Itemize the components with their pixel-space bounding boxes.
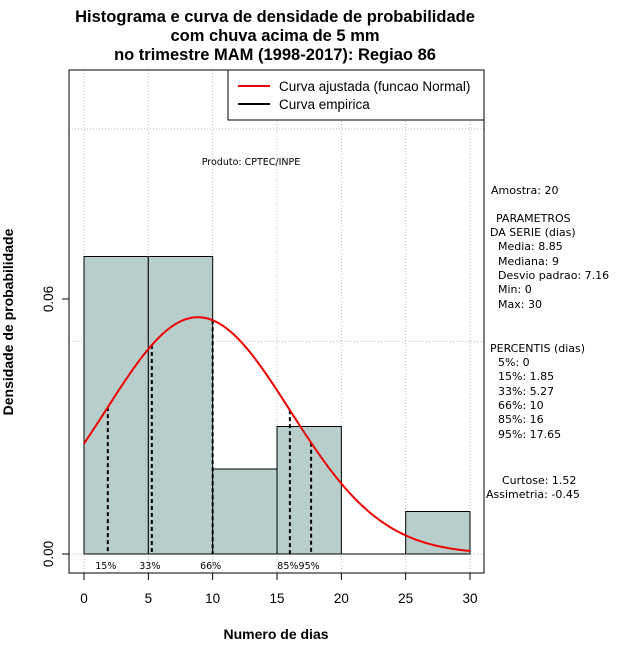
chart-title-line-3: no trimestre MAM (1998-2017): Regiao 86 bbox=[114, 46, 436, 64]
percentile-label-15: 15% bbox=[95, 561, 116, 572]
x-tick-label: 30 bbox=[462, 591, 477, 606]
pct-5: 5%: 0 bbox=[498, 356, 530, 369]
chart-title-line-1: Histograma e curva de densidade de proba… bbox=[75, 8, 475, 26]
histogram-bars bbox=[83, 256, 471, 555]
stat-media: Media: 8.85 bbox=[498, 240, 563, 253]
y-tick-label: 0.00 bbox=[41, 541, 56, 567]
stat-mediana: Mediana: 9 bbox=[498, 255, 559, 268]
percentile-lines bbox=[106, 320, 313, 554]
percentile-label-85: 85% bbox=[277, 561, 298, 572]
pct-66: 66%: 10 bbox=[498, 399, 544, 412]
sample-size: Amostra: 20 bbox=[491, 184, 558, 197]
histogram-bar bbox=[405, 511, 471, 555]
params-title-2: DA SERIE (dias) bbox=[490, 226, 576, 239]
histogram-bar bbox=[212, 468, 278, 555]
x-axis: 0 5 10 15 20 25 30 bbox=[80, 572, 478, 606]
y-tick-label: 0.06 bbox=[41, 286, 56, 312]
chart-title-line-2: com chuva acima de 5 mm bbox=[170, 27, 379, 45]
histogram-bar bbox=[147, 256, 214, 555]
x-tick-label: 10 bbox=[205, 591, 220, 606]
legend-label-fit: Curva ajustada (funcao Normal) bbox=[279, 79, 470, 94]
stat-desvio: Desvio padrao: 7.16 bbox=[498, 269, 609, 282]
pct-33: 33%: 5.27 bbox=[498, 385, 554, 398]
x-tick-label: 20 bbox=[334, 591, 349, 606]
x-tick-label: 5 bbox=[145, 591, 153, 606]
stat-assimetria: Assimetria: -0.45 bbox=[486, 488, 580, 501]
stat-min: Min: 0 bbox=[498, 283, 532, 296]
legend-label-empirical: Curva empirica bbox=[279, 97, 370, 112]
legend-box bbox=[227, 69, 485, 121]
percentile-label-95: 95% bbox=[299, 561, 320, 572]
x-tick-label: 25 bbox=[398, 591, 413, 606]
percentile-label-33: 33% bbox=[139, 561, 160, 572]
x-axis-label: Numero de dias bbox=[223, 626, 328, 642]
percentile-label-66: 66% bbox=[200, 561, 221, 572]
y-axis-label: Densidade de probabilidade bbox=[0, 228, 16, 415]
histogram-bar bbox=[83, 256, 149, 555]
pct-15: 15%: 1.85 bbox=[498, 370, 554, 383]
y-axis: 0.00 0.06 bbox=[41, 286, 70, 567]
stat-max: Max: 30 bbox=[498, 298, 542, 311]
legend: Curva ajustada (funcao Normal) Curva emp… bbox=[227, 69, 485, 121]
pct-95: 95%: 17.65 bbox=[498, 428, 561, 441]
percentile-labels: 15% 33% 66% 85% 95% bbox=[95, 561, 319, 572]
x-tick-label: 15 bbox=[269, 591, 284, 606]
statistics-panel: Amostra: 20 PARAMETROS DA SERIE (dias) M… bbox=[486, 184, 609, 501]
product-label: Produto: CPTEC/INPE bbox=[202, 157, 301, 168]
x-tick-label: 0 bbox=[80, 591, 88, 606]
percentis-title: PERCENTIS (dias) bbox=[490, 342, 585, 355]
pct-85: 85%: 16 bbox=[498, 413, 544, 426]
params-title-1: PARAMETROS bbox=[496, 212, 571, 225]
histogram-bar bbox=[276, 426, 342, 555]
normal-fit-curve bbox=[83, 316, 471, 552]
stat-curtose: Curtose: 1.52 bbox=[502, 474, 576, 487]
